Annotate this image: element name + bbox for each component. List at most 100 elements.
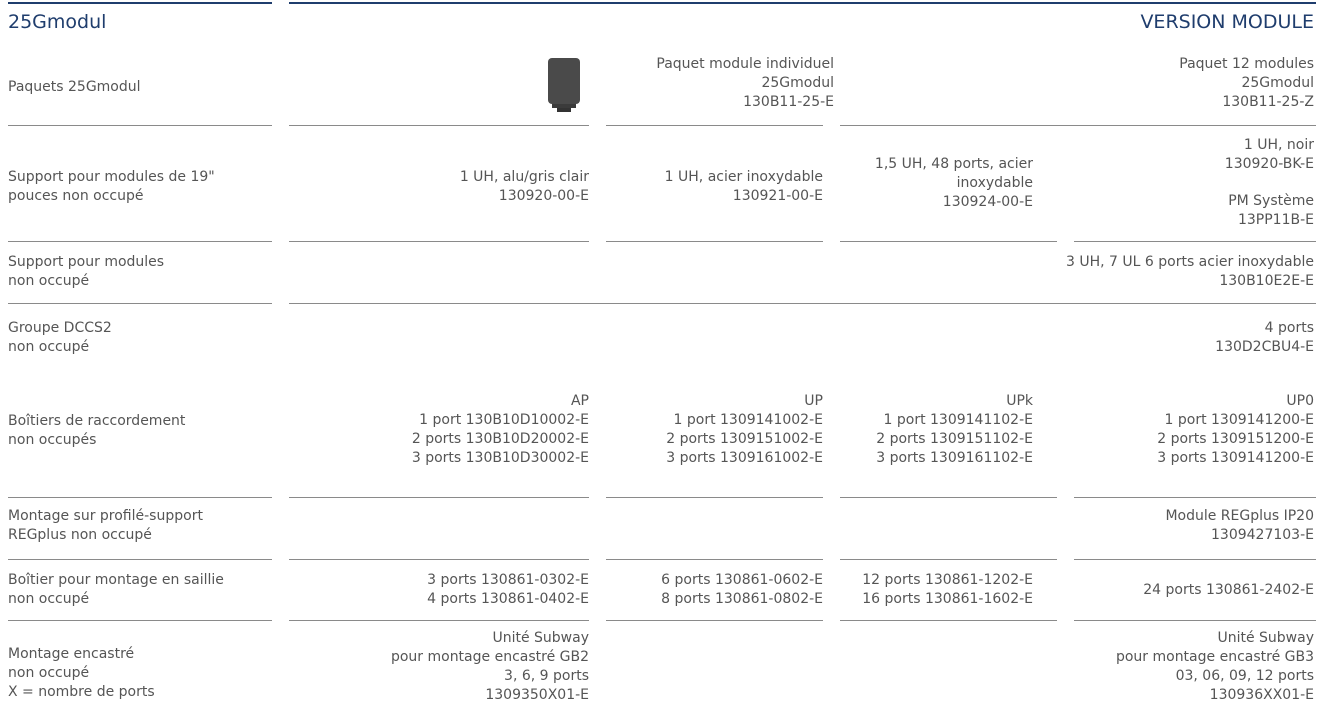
row-label-regplus: Montage sur profilé-support REGplus non … xyxy=(8,507,203,545)
label-text: non occupé xyxy=(8,339,90,355)
cell-line: 3 ports 130861-0302-E xyxy=(427,572,589,588)
paquets-c2: Paquet module individuel 25Gmodul 130B11… xyxy=(656,55,834,112)
cell-line: PM Système xyxy=(1228,193,1314,209)
cell-line: 3 UH, 7 UL 6 ports acier inoxydable xyxy=(1066,254,1314,270)
row-label-paquets: Paquets 25Gmodul xyxy=(8,78,141,97)
saillie-c2: 6 ports 130861-0602-E 8 ports 130861-080… xyxy=(661,571,823,609)
cell-line: 1,5 UH, 48 ports, acier xyxy=(874,156,1033,172)
cell-line: 3 ports 1309141200-E xyxy=(1157,450,1314,466)
support19-c4a: 1 UH, noir 130920-BK-E xyxy=(1225,136,1314,174)
saillie-c1: 3 ports 130861-0302-E 4 ports 130861-040… xyxy=(427,571,589,609)
cell-line: 1 port 1309141102-E xyxy=(883,412,1033,428)
label-text: pouces non occupé xyxy=(8,188,144,204)
cell-line: 130B10E2E-E xyxy=(1219,273,1314,289)
divider xyxy=(8,620,272,621)
row-label-boitiers: Boîtiers de raccordement non occupés xyxy=(8,412,185,450)
cell-line: 130924-00-E xyxy=(942,194,1033,210)
cell-line: pour montage encastré GB3 xyxy=(1115,649,1314,665)
cell-line: UP0 xyxy=(1286,393,1314,409)
label-text: REGplus non occupé xyxy=(8,527,152,543)
boitiers-c2: UP 1 port 1309141002-E 2 ports 130915100… xyxy=(666,392,823,468)
cell-line: 130936XX01-E xyxy=(1209,687,1314,703)
label-text: non occupés xyxy=(8,432,97,448)
cell-line: Unité Subway xyxy=(1217,630,1314,646)
support19-c4b: PM Système 13PP11B-E xyxy=(1228,192,1314,230)
cell-line: 2 ports 1309151102-E xyxy=(876,431,1033,447)
support19-c3: 1,5 UH, 48 ports, acier inoxydable 13092… xyxy=(875,155,1033,212)
cell-line: 1 port 1309141002-E xyxy=(673,412,823,428)
row-label-encastre: Montage encastré non occupé X = nombre d… xyxy=(8,645,155,702)
divider xyxy=(8,497,272,498)
cell-line: 1 port 130B10D10002-E xyxy=(419,412,589,428)
divider xyxy=(606,559,823,560)
divider xyxy=(606,497,823,498)
cell-line: 2 ports 1309151200-E xyxy=(1157,431,1314,447)
cell-line: 1 UH, noir xyxy=(1243,137,1314,153)
cell-line: Paquet module individuel xyxy=(656,56,834,72)
divider xyxy=(606,620,823,621)
cell-line: 130B11-25-E xyxy=(743,94,834,110)
cell-line: 130D2CBU4-E xyxy=(1215,339,1314,355)
cell-line: 2 ports 130B10D20002-E xyxy=(411,431,589,447)
divider xyxy=(289,125,589,126)
cell-line: 13PP11B-E xyxy=(1237,212,1314,228)
label-text: X = nombre de ports xyxy=(8,684,155,700)
cell-line: 130920-00-E xyxy=(498,188,589,204)
label-text: Support pour modules de 19" xyxy=(8,169,215,185)
cell-line: 130921-00-E xyxy=(732,188,823,204)
row-label-support19: Support pour modules de 19" pouces non o… xyxy=(8,168,215,206)
divider xyxy=(289,303,1316,304)
cell-line: Unité Subway xyxy=(492,630,589,646)
divider xyxy=(1074,620,1316,621)
divider xyxy=(8,241,272,242)
cell-line: Paquet 12 modules xyxy=(1179,56,1314,72)
divider xyxy=(840,497,1057,498)
label-text: Groupe DCCS2 xyxy=(8,320,112,336)
divider xyxy=(606,241,823,242)
dccs2-c4: 4 ports 130D2CBU4-E xyxy=(1215,319,1314,357)
divider xyxy=(289,497,589,498)
label-text: Boîtiers de raccordement xyxy=(8,413,186,429)
cell-line: 1309350X01-E xyxy=(485,687,589,703)
cell-line: 1 UH, acier inoxydable xyxy=(664,169,823,185)
label-text: Montage sur profilé-support xyxy=(8,508,203,524)
label-text: non occupé xyxy=(8,591,90,607)
divider xyxy=(8,559,272,560)
cell-line: 4 ports xyxy=(1264,320,1314,336)
support19-c2: 1 UH, acier inoxydable 130921-00-E xyxy=(665,168,823,206)
row-label-support: Support pour modules non occupé xyxy=(8,253,164,291)
label-text: non occupé xyxy=(8,665,90,681)
label-text: Boîtier pour montage en saillie xyxy=(8,572,224,588)
cell-line: 25Gmodul xyxy=(761,75,834,91)
cell-line: 8 ports 130861-0802-E xyxy=(661,591,823,607)
divider xyxy=(289,559,589,560)
divider xyxy=(840,241,1057,242)
header-rule-left xyxy=(8,2,272,4)
cell-line: 12 ports 130861-1202-E xyxy=(862,572,1033,588)
cell-line: 1 port 1309141200-E xyxy=(1164,412,1314,428)
saillie-c4: 24 ports 130861-2402-E xyxy=(1143,581,1314,600)
label-text: Support pour modules xyxy=(8,254,165,270)
encastre-c4: Unité Subway pour montage encastré GB3 0… xyxy=(1116,629,1314,705)
cell-line: 1309427103-E xyxy=(1211,527,1314,543)
divider xyxy=(606,125,823,126)
divider xyxy=(8,303,272,304)
boitiers-c4: UP0 1 port 1309141200-E 2 ports 13091512… xyxy=(1157,392,1314,468)
divider xyxy=(1074,497,1316,498)
version-heading: VERSION MODULE xyxy=(1140,11,1314,33)
boitiers-c3: UPk 1 port 1309141102-E 2 ports 13091511… xyxy=(876,392,1033,468)
divider xyxy=(840,125,1316,126)
row-label-saillie: Boîtier pour montage en saillie non occu… xyxy=(8,571,224,609)
cell-line: 3 ports 1309161002-E xyxy=(666,450,823,466)
cell-line: AP xyxy=(570,393,589,409)
label-text: non occupé xyxy=(8,273,90,289)
paquets-c4: Paquet 12 modules 25Gmodul 130B11-25-Z xyxy=(1179,55,1314,112)
cell-line: 3 ports 130B10D30002-E xyxy=(411,450,589,466)
divider xyxy=(289,241,589,242)
label-text: Paquets 25Gmodul xyxy=(8,79,141,95)
cell-line: pour montage encastré GB2 xyxy=(390,649,589,665)
boitiers-c1: AP 1 port 130B10D10002-E 2 ports 130B10D… xyxy=(412,392,589,468)
cell-line: 130920-BK-E xyxy=(1224,156,1314,172)
support-c4: 3 UH, 7 UL 6 ports acier inoxydable 130B… xyxy=(1066,253,1314,291)
label-text: Montage encastré xyxy=(8,646,135,662)
